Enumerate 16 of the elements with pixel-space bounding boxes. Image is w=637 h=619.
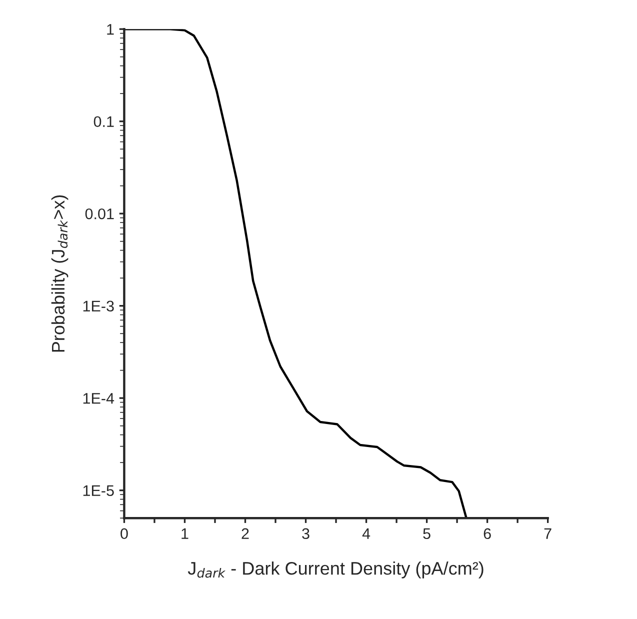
y-axis-title: Probability (J$_{dark}$>x) xyxy=(51,195,68,352)
x-tick-label: 2 xyxy=(242,528,249,539)
x-tick-label: 1 xyxy=(182,528,188,539)
x-tick-label: 4 xyxy=(362,528,370,539)
y-tick-label: 1E-5 xyxy=(83,485,114,496)
x-tick-label: 6 xyxy=(484,528,491,540)
x-tick-label: 5 xyxy=(423,528,430,540)
x-tick-label: 7 xyxy=(544,528,552,539)
x-tick-label: 0 xyxy=(120,528,128,540)
y-tick-label: 1 xyxy=(107,24,114,35)
y-tick-label: 0.1 xyxy=(94,116,114,128)
y-tick-label: 1E-3 xyxy=(83,300,114,312)
x-axis-title: J$_{dark}$ - Dark Current Density (pA/cm²) xyxy=(188,562,484,578)
y-tick-label: 0.01 xyxy=(85,208,114,220)
x-tick-label: 3 xyxy=(302,528,310,540)
y-tick-label: 1E-4 xyxy=(83,393,114,404)
